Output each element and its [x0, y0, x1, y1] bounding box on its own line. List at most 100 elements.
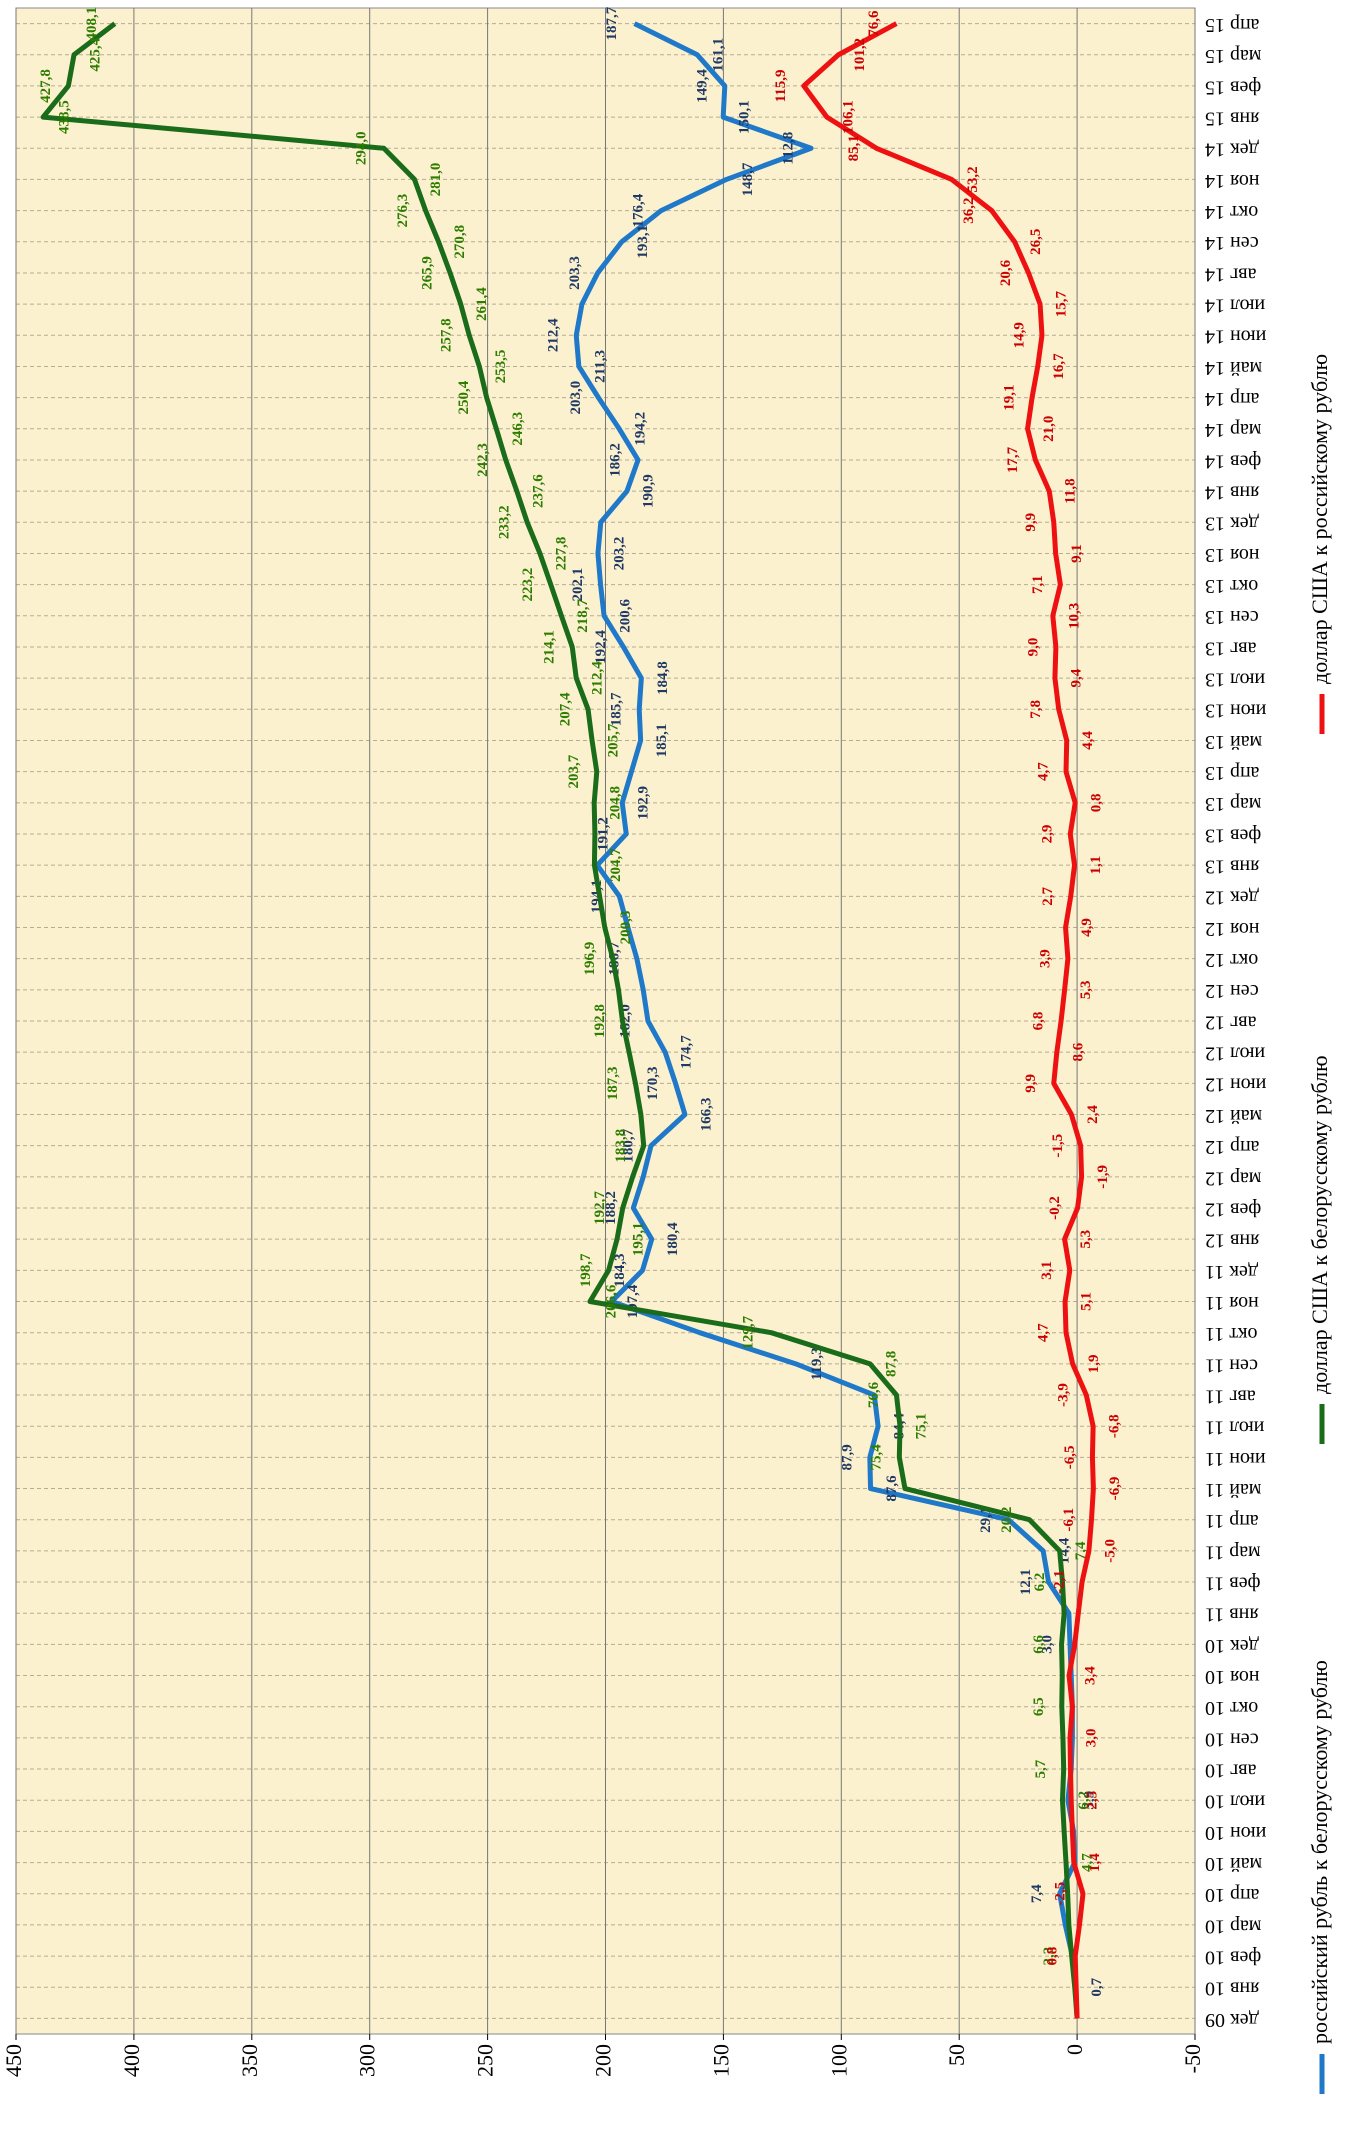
data-label: 408,1 [84, 7, 100, 41]
data-label: 87,9 [839, 1444, 855, 1470]
data-label: 161,1 [711, 38, 727, 72]
data-label: 9,1 [1069, 544, 1085, 563]
data-label: 223,2 [520, 568, 536, 602]
x-tick-label: окт 10 [1205, 1697, 1258, 1719]
data-label: 2,7 [1040, 886, 1056, 905]
data-label: 76,6 [866, 1381, 882, 1408]
x-tick-label: янв 15 [1205, 107, 1259, 129]
data-label: 14,9 [1011, 322, 1027, 348]
data-label: 185,1 [654, 724, 670, 758]
y-tick-label: 0 [1062, 2044, 1087, 2055]
legend-label: доллар США к белорусскому рублю [1307, 1055, 1332, 1394]
data-label: 6,2 [1076, 1791, 1092, 1810]
data-label: 9,0 [1025, 638, 1041, 657]
data-label: 3,9 [1037, 949, 1053, 968]
data-label: 253,5 [493, 350, 509, 384]
data-label: 425,4 [87, 37, 103, 71]
x-tick-label: ноя 10 [1205, 1666, 1260, 1688]
x-tick-label: янв 14 [1205, 482, 1259, 504]
x-tick-label: авг 13 [1205, 637, 1257, 659]
x-tick-label: фев 12 [1205, 1198, 1261, 1220]
y-tick-label: 250 [473, 2044, 498, 2077]
data-label: 17,7 [1005, 446, 1021, 473]
data-label: 150,1 [737, 100, 753, 134]
x-tick-label: фев 13 [1205, 824, 1261, 846]
x-tick-label: мар 12 [1205, 1167, 1261, 1189]
x-tick-label: окт 12 [1205, 949, 1258, 971]
x-tick-label: сен 10 [1205, 1728, 1259, 1750]
x-tick-label: мар 11 [1205, 1541, 1261, 1563]
data-label: 26,5 [1028, 229, 1044, 255]
data-label: 1,9 [1086, 1354, 1102, 1373]
y-tick-label: 150 [708, 2044, 733, 2077]
data-label: 0,7 [1089, 1977, 1105, 1996]
x-tick-label: авг 10 [1205, 1759, 1257, 1781]
data-label: 20,6 [998, 259, 1014, 286]
x-tick-label: май 12 [1205, 1105, 1262, 1127]
x-tick-label: май 10 [1205, 1853, 1262, 1875]
x-tick-label: дек 10 [1205, 1635, 1259, 1657]
data-label: 170,3 [645, 1066, 661, 1100]
data-label: 0,8 [1045, 1947, 1061, 1966]
x-tick-label: окт 11 [1205, 1323, 1257, 1345]
x-tick-label: сен 14 [1205, 232, 1259, 254]
x-tick-label: дек 09 [1205, 2009, 1259, 2031]
x-tick-label: дек 13 [1205, 513, 1259, 535]
data-label: 192,8 [592, 1004, 608, 1038]
x-tick-label: ноя 11 [1205, 1292, 1259, 1314]
data-label: 198,7 [578, 1253, 594, 1287]
data-label: 9,9 [1023, 513, 1039, 532]
data-label: 101,2 [852, 38, 868, 72]
x-tick-label: апр 11 [1205, 1510, 1259, 1532]
x-tick-label: апр 10 [1205, 1884, 1259, 1906]
data-label: -0,2 [1047, 1196, 1063, 1220]
x-tick-label: сен 13 [1205, 606, 1259, 628]
x-tick-label: авг 11 [1205, 1385, 1256, 1407]
data-label: 261,4 [474, 287, 490, 321]
data-label: 1,4 [1087, 1853, 1103, 1872]
data-label: 129,7 [741, 1315, 757, 1349]
data-label: 180,4 [665, 1222, 681, 1256]
data-label: 203,0 [568, 381, 584, 415]
data-label: 112,8 [781, 132, 797, 165]
data-label: 1,1 [1088, 856, 1104, 875]
data-label: 2,5 [1085, 1791, 1101, 1810]
data-label: 12,1 [1018, 1569, 1034, 1595]
data-label: -6,8 [1107, 1414, 1123, 1438]
data-label: 11,8 [1063, 478, 1079, 503]
data-label: 9,4 [1068, 668, 1084, 687]
data-label: 9,9 [1023, 1074, 1039, 1093]
data-label: 190,9 [640, 474, 656, 508]
data-label: 6,5 [1031, 1697, 1047, 1716]
data-label: 257,8 [439, 318, 455, 352]
data-label: 6,6 [1031, 1635, 1047, 1654]
data-label: 227,8 [553, 537, 569, 571]
y-tick-label: 350 [237, 2044, 262, 2077]
data-label: 205,7 [605, 723, 621, 757]
data-label: 185,7 [609, 692, 625, 726]
x-tick-label: апр 15 [1205, 14, 1259, 36]
x-tick-label: апр 12 [1205, 1136, 1259, 1158]
data-label: 194,2 [633, 412, 649, 446]
x-tick-label: мар 13 [1205, 793, 1261, 815]
data-label: 438,5 [57, 100, 73, 134]
data-label: 270,8 [452, 225, 468, 259]
data-label: 180,7 [620, 1128, 636, 1162]
data-label: -6,9 [1107, 1477, 1123, 1501]
data-label: 187,7 [604, 6, 620, 40]
y-tick-label: 100 [826, 2044, 851, 2077]
data-label: 203,7 [566, 754, 582, 788]
x-tick-label: июн 14 [1205, 326, 1266, 348]
data-label: 191,2 [596, 817, 612, 851]
data-label: 192,4 [593, 630, 609, 664]
x-tick-label: мар 15 [1205, 45, 1261, 67]
data-label: 237,6 [530, 474, 546, 508]
data-label: 184,8 [655, 661, 671, 695]
x-tick-label: дек 12 [1205, 887, 1259, 909]
data-label: 4,4 [1080, 731, 1096, 750]
data-label: 3,1 [1039, 1261, 1055, 1280]
data-label: -1,9 [1095, 1165, 1111, 1189]
data-label: 15,7 [1054, 290, 1070, 317]
data-label: 4,7 [1035, 762, 1051, 781]
